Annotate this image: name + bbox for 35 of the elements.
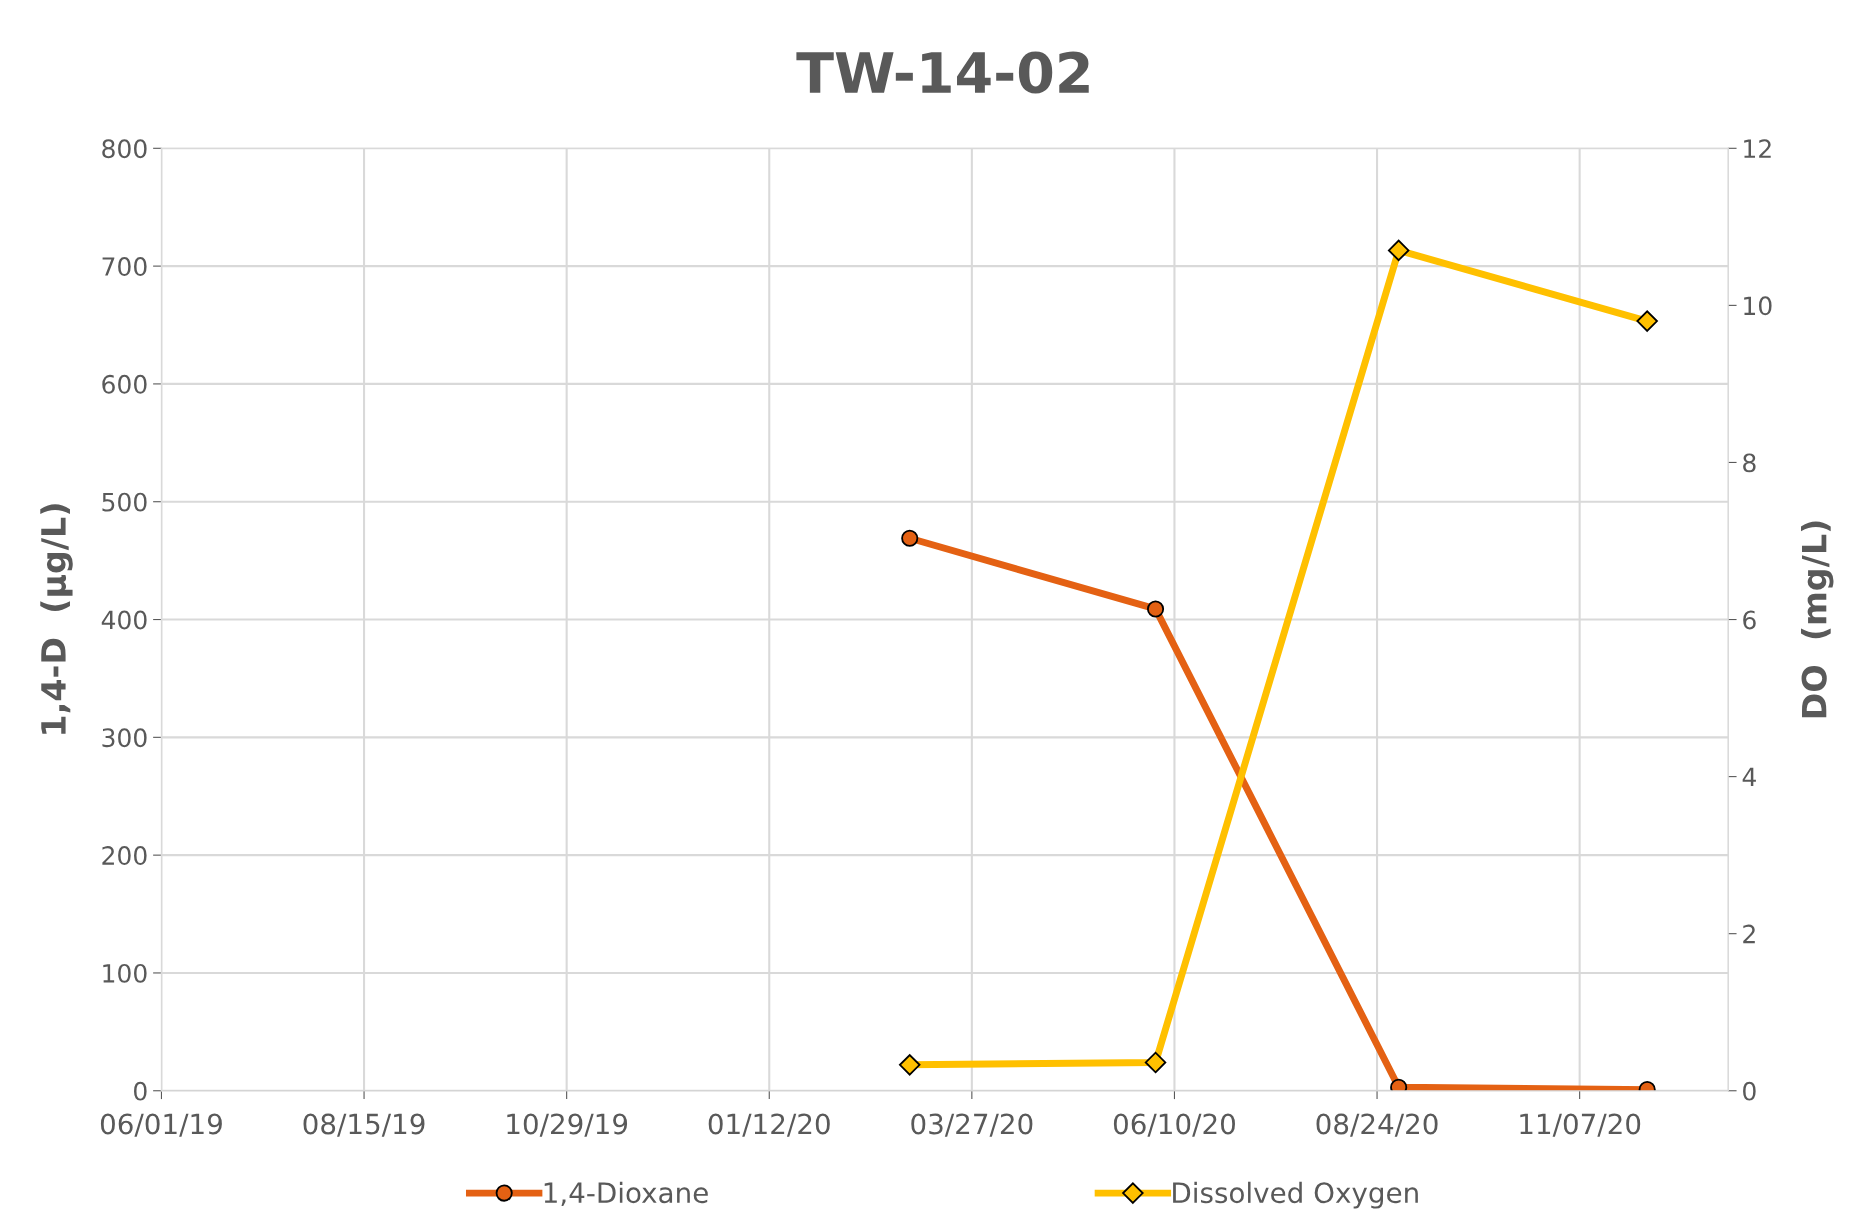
x-tick-label: 10/29/19 — [507, 1113, 628, 1137]
y-tick-label: 800 — [102, 139, 147, 159]
point — [898, 1054, 921, 1076]
y-tick-label: 0 — [134, 1081, 147, 1101]
x-tick-label: 08/24/20 — [1316, 1113, 1438, 1137]
point — [901, 529, 919, 547]
y2-tick-label: 8 — [1743, 453, 1756, 473]
y2-tick-label: 2 — [1743, 924, 1755, 944]
y2-tick-label: 10 — [1744, 296, 1772, 316]
y-axis-title: 1,4-D (µg/L) — [40, 504, 73, 734]
x-tick-label: 11/07/20 — [1520, 1113, 1641, 1137]
y-tick-label: 400 — [101, 610, 147, 630]
chart-title: TW-14-02 — [796, 51, 1089, 94]
x-tick-label: 06/10/20 — [1113, 1113, 1235, 1137]
y2-tick-label: 4 — [1742, 767, 1756, 787]
x-tick-label: 01/12/20 — [708, 1113, 830, 1137]
y-tick-label: 600 — [102, 374, 147, 394]
legend-label: Dissolved Oxygen — [1173, 1181, 1418, 1209]
y2-tick-label: 12 — [1744, 139, 1771, 158]
y2-tick-label: 6 — [1743, 610, 1756, 630]
y2-tick-label: 0 — [1743, 1081, 1756, 1101]
y2-axis-title: DO (mg/L) — [1801, 521, 1834, 718]
point — [1146, 600, 1165, 618]
x-tick-label: 06/01/19 — [100, 1113, 222, 1137]
point — [1387, 239, 1410, 262]
y-tick-label: 500 — [102, 492, 147, 512]
point — [1636, 310, 1658, 332]
y-tick-label: 100 — [103, 963, 147, 983]
x-tick-label: 08/15/19 — [303, 1113, 425, 1137]
legend-label: 1,4-Dioxane — [544, 1181, 708, 1207]
x-tick-label: 03/27/20 — [911, 1113, 1033, 1137]
point — [1144, 1051, 1167, 1074]
y-tick-label: 700 — [102, 257, 147, 276]
y-tick-label: 300 — [102, 728, 147, 748]
y-tick-label: 200 — [102, 846, 147, 865]
